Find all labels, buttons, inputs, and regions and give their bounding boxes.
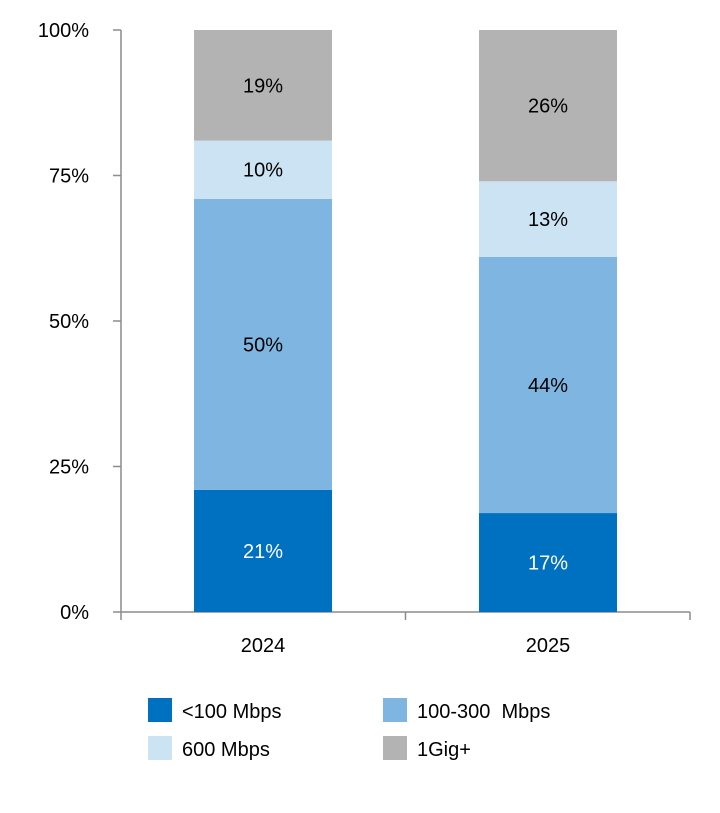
y-tick-label: 100%	[38, 20, 89, 42]
y-tick-label: 50%	[49, 311, 89, 333]
bar-segment	[479, 181, 617, 257]
y-axis: 0% 25% 50% 75% 100%	[38, 20, 122, 624]
bar-segment	[479, 30, 617, 182]
legend-label: <100 Mbps	[182, 701, 282, 723]
legend-item: 1Gig+	[383, 736, 471, 761]
bar-segment	[194, 489, 332, 612]
legend-label: 1Gig+	[417, 739, 471, 761]
data-label: 19%	[243, 75, 283, 97]
legend-swatch	[383, 736, 407, 760]
data-label: 13%	[528, 209, 568, 231]
data-label: 10%	[243, 160, 283, 182]
y-tick-label: 75%	[49, 166, 89, 188]
bars: 21% 50% 10% 19% 17% 44% 13% 26%	[194, 30, 617, 612]
legend-label: 100-300 Mbps	[417, 701, 550, 723]
data-label: 50%	[243, 334, 283, 356]
bar-stack-2025: 17% 44% 13% 26%	[479, 30, 617, 612]
legend-item: 100-300 Mbps	[383, 698, 550, 723]
data-label: 21%	[243, 541, 283, 563]
data-label: 26%	[528, 96, 568, 118]
bar-stack-2024: 21% 50% 10% 19%	[194, 30, 332, 612]
bar-segment	[194, 198, 332, 490]
bar-segment	[194, 30, 332, 141]
legend-label: 600 Mbps	[182, 739, 270, 761]
data-label: 44%	[528, 375, 568, 397]
legend: <100 Mbps 100-300 Mbps 600 Mbps 1Gig+	[148, 698, 550, 761]
y-tick-label: 25%	[49, 457, 89, 479]
bar-segment	[194, 140, 332, 199]
x-tick-label: 2025	[526, 635, 571, 657]
legend-swatch	[148, 736, 172, 760]
legend-swatch	[148, 698, 172, 722]
bar-segment	[479, 513, 617, 612]
legend-swatch	[383, 698, 407, 722]
x-axis: 2024 2025	[120, 611, 691, 657]
y-tick-label: 0%	[60, 602, 89, 624]
legend-item: <100 Mbps	[148, 698, 282, 723]
legend-item: 600 Mbps	[148, 736, 270, 761]
bar-segment	[479, 256, 617, 514]
x-tick-label: 2024	[241, 635, 286, 657]
data-label: 17%	[528, 553, 568, 575]
